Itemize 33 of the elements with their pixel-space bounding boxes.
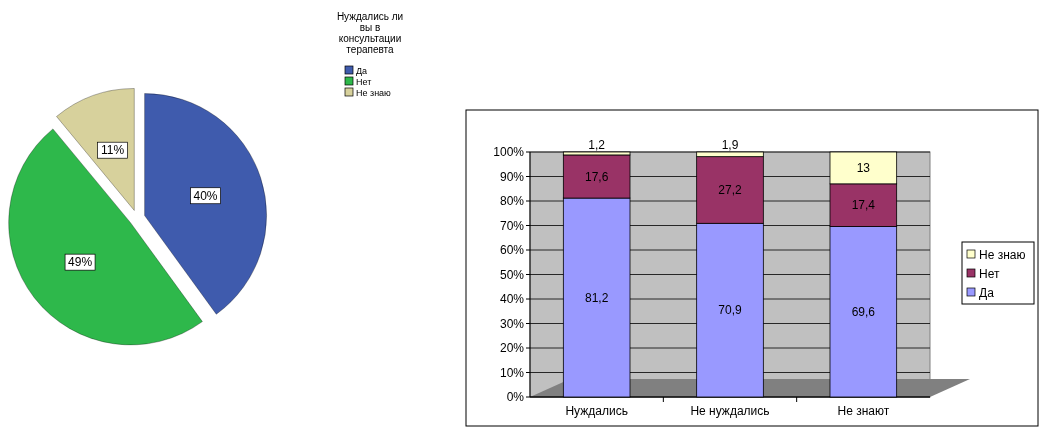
data-label: 11% [101,143,125,158]
y-tick-label: 50% [499,267,525,282]
data-label: 69,6 [851,304,876,319]
data-label: 27,2 [718,182,742,197]
y-tick-label: 90% [499,169,525,184]
data-label: 1,2 [588,138,606,152]
y-tick-label: 60% [499,243,525,257]
chart-title: Нуждались ли вы в консультации терапевта [336,11,404,55]
y-tick-label: 100% [493,145,525,159]
x-tick-label: Нуждались [565,404,628,418]
data-label: 70,9 [718,303,742,318]
data-label: 17,4 [851,198,876,213]
legend-label: Да [356,66,368,76]
legend-label: Не знаю [979,248,1026,262]
y-tick-label: 0% [506,390,525,404]
y-tick-label: 10% [499,365,525,380]
x-tick-label: Не знают [837,404,890,418]
data-label: 17,6 [584,169,609,184]
y-tick-label: 30% [499,316,525,331]
legend-label: Нет [979,267,1000,281]
y-tick-label: 80% [499,194,525,208]
y-tick-label: 20% [499,341,525,355]
x-tick-label: Не нуждались [690,404,770,418]
legend-label: Не знаю [356,88,392,98]
data-label: 1,9 [721,138,739,152]
data-label: 13 [856,160,871,175]
data-label: 81,2 [584,290,609,305]
legend-label: Нет [356,77,372,87]
data-label: 49% [68,255,93,270]
y-tick-label: 70% [499,218,525,233]
legend-label: Да [979,286,995,300]
y-tick-label: 40% [499,292,525,306]
data-label: 40% [193,188,218,203]
